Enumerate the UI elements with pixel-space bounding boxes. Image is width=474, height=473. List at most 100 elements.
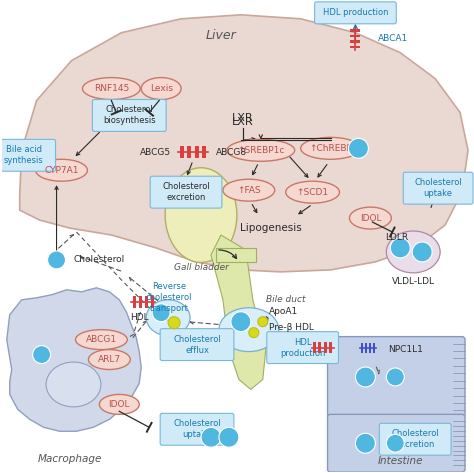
Ellipse shape — [165, 168, 237, 263]
Circle shape — [168, 317, 180, 329]
Text: Reverse
cholesterol
transport: Reverse cholesterol transport — [146, 282, 192, 314]
Ellipse shape — [100, 394, 139, 414]
Bar — [374, 342, 375, 352]
Ellipse shape — [386, 231, 440, 273]
Ellipse shape — [141, 78, 181, 99]
Ellipse shape — [36, 159, 87, 181]
Bar — [145, 296, 148, 308]
Bar — [329, 342, 332, 353]
Text: ↑FAS: ↑FAS — [237, 186, 261, 195]
Ellipse shape — [286, 181, 339, 203]
Text: Liver: Liver — [206, 29, 237, 42]
Text: ↑SREBP1c: ↑SREBP1c — [237, 146, 284, 155]
FancyBboxPatch shape — [150, 176, 222, 208]
Bar — [350, 40, 360, 43]
Text: Lipogenesis: Lipogenesis — [240, 223, 301, 233]
Circle shape — [348, 139, 368, 158]
Circle shape — [249, 328, 259, 338]
Circle shape — [386, 368, 404, 386]
Text: Cholesterol
excretion: Cholesterol excretion — [392, 429, 439, 449]
Text: Cholesterol
biosynthesis: Cholesterol biosynthesis — [103, 105, 155, 125]
Text: Bile duct: Bile duct — [266, 295, 305, 304]
Text: ABCG5: ABCG5 — [140, 148, 171, 157]
Circle shape — [386, 434, 404, 452]
Circle shape — [201, 427, 221, 447]
Text: LXR: LXR — [232, 114, 254, 123]
Text: HDL
production: HDL production — [280, 338, 325, 358]
Polygon shape — [216, 248, 256, 262]
FancyBboxPatch shape — [92, 99, 166, 131]
Text: RNF145: RNF145 — [94, 84, 129, 93]
Bar — [350, 45, 360, 48]
Bar — [313, 342, 316, 353]
Bar — [187, 146, 191, 158]
Bar — [350, 35, 360, 37]
FancyBboxPatch shape — [267, 332, 338, 364]
Bar — [361, 342, 364, 352]
Bar — [365, 342, 367, 352]
FancyBboxPatch shape — [328, 414, 465, 472]
Text: Cholesterol
uptake: Cholesterol uptake — [414, 178, 462, 198]
Ellipse shape — [46, 362, 101, 407]
Bar — [369, 342, 372, 352]
Ellipse shape — [349, 207, 392, 229]
Text: NPC1L1: NPC1L1 — [388, 345, 423, 354]
FancyBboxPatch shape — [315, 2, 396, 24]
Bar — [350, 29, 360, 32]
Bar — [195, 146, 199, 158]
Ellipse shape — [146, 300, 190, 336]
Ellipse shape — [301, 137, 360, 159]
Bar — [139, 296, 142, 308]
FancyBboxPatch shape — [379, 423, 451, 455]
Text: ABCG8: ABCG8 — [216, 148, 247, 157]
Text: Intestine: Intestine — [377, 456, 423, 466]
Text: ARL7: ARL7 — [98, 355, 121, 364]
Text: LDLR: LDLR — [385, 234, 409, 243]
Bar — [180, 146, 184, 158]
Circle shape — [47, 251, 65, 269]
Text: IDOL: IDOL — [360, 214, 381, 223]
Bar — [319, 342, 321, 353]
Text: ↑ChREBP: ↑ChREBP — [309, 144, 352, 153]
Text: CYP7A1: CYP7A1 — [44, 166, 79, 175]
Text: Gall bladder: Gall bladder — [173, 263, 228, 272]
Bar — [151, 296, 154, 308]
Circle shape — [33, 346, 51, 364]
Polygon shape — [20, 15, 468, 272]
Text: Cholesterol
excretion: Cholesterol excretion — [162, 182, 210, 202]
Bar — [324, 342, 327, 353]
Text: VLDL-LDL: VLDL-LDL — [392, 277, 435, 286]
Text: IDOL: IDOL — [109, 400, 130, 409]
Circle shape — [219, 427, 239, 447]
Circle shape — [258, 317, 268, 327]
Ellipse shape — [223, 179, 275, 201]
Text: HDL production: HDL production — [323, 9, 388, 18]
Polygon shape — [211, 235, 266, 389]
Ellipse shape — [227, 140, 295, 161]
Text: HDL: HDL — [130, 313, 149, 322]
Polygon shape — [7, 288, 141, 431]
FancyBboxPatch shape — [160, 329, 234, 360]
Bar — [202, 146, 206, 158]
Text: ABCG1: ABCG1 — [86, 335, 117, 344]
Ellipse shape — [82, 78, 140, 99]
Text: ABCA1: ABCA1 — [378, 34, 409, 43]
Text: Macrophage: Macrophage — [37, 454, 102, 464]
Ellipse shape — [75, 330, 128, 350]
Text: Bile acid
synthesis: Bile acid synthesis — [4, 145, 44, 166]
Circle shape — [412, 242, 432, 262]
Bar — [133, 296, 136, 308]
Text: Cholesterol: Cholesterol — [73, 255, 125, 264]
Circle shape — [356, 433, 375, 453]
Circle shape — [356, 367, 375, 387]
FancyBboxPatch shape — [160, 413, 234, 445]
Text: Pre-β HDL: Pre-β HDL — [269, 323, 314, 332]
Text: LXR: LXR — [232, 117, 254, 127]
Text: ApoA1: ApoA1 — [269, 307, 298, 316]
Text: Lexis: Lexis — [150, 84, 173, 93]
Text: ↑SCD1: ↑SCD1 — [297, 188, 328, 197]
Ellipse shape — [89, 350, 130, 369]
Text: Cholesterol
uptake: Cholesterol uptake — [173, 419, 221, 439]
Circle shape — [390, 238, 410, 258]
Circle shape — [231, 312, 251, 332]
